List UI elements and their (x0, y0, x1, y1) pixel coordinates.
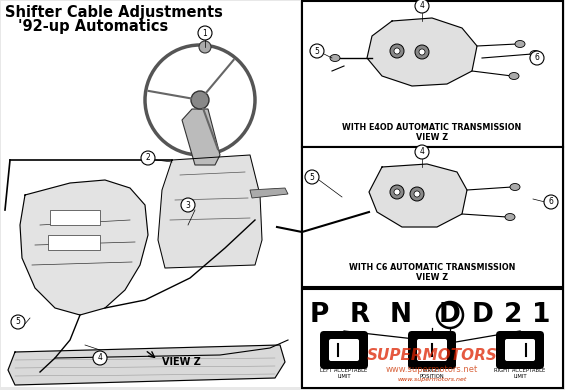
FancyBboxPatch shape (496, 331, 544, 369)
Circle shape (305, 170, 319, 184)
Circle shape (191, 91, 209, 109)
Circle shape (141, 151, 155, 165)
FancyBboxPatch shape (320, 331, 368, 369)
Circle shape (394, 48, 400, 54)
Polygon shape (20, 180, 148, 315)
Text: VIEW Z: VIEW Z (162, 357, 201, 367)
Bar (302, 1, 563, 147)
Text: 5: 5 (310, 172, 315, 181)
Circle shape (390, 185, 404, 199)
Text: 3: 3 (185, 200, 190, 209)
Text: N: N (390, 302, 412, 328)
Text: www.supermotors.net: www.supermotors.net (397, 378, 467, 383)
Bar (302, 147, 563, 287)
Bar (302, 289, 563, 388)
Circle shape (310, 44, 324, 58)
Bar (1, 1, 300, 387)
Text: 2: 2 (146, 154, 150, 163)
Ellipse shape (505, 213, 515, 220)
Circle shape (410, 187, 424, 201)
Text: 6: 6 (549, 197, 554, 206)
Circle shape (414, 191, 420, 197)
Text: '92-up Automatics: '92-up Automatics (18, 19, 168, 34)
Ellipse shape (509, 73, 519, 80)
Text: WITH E4OD AUTOMATIC TRANSMISSION: WITH E4OD AUTOMATIC TRANSMISSION (342, 122, 521, 131)
Circle shape (93, 351, 107, 365)
Circle shape (394, 189, 400, 195)
Circle shape (415, 45, 429, 59)
Text: 1: 1 (532, 302, 550, 328)
Text: TARGET
POSITION: TARGET POSITION (420, 368, 444, 379)
Text: 4: 4 (98, 353, 102, 362)
Text: Shifter Cable Adjustments: Shifter Cable Adjustments (5, 5, 223, 20)
Text: WITH C6 AUTOMATIC TRANSMISSION: WITH C6 AUTOMATIC TRANSMISSION (349, 262, 515, 271)
FancyBboxPatch shape (408, 331, 456, 369)
Text: D: D (472, 302, 494, 328)
Polygon shape (367, 18, 477, 86)
Text: SUPERMOTORS: SUPERMOTORS (367, 347, 497, 362)
Circle shape (198, 26, 212, 40)
FancyBboxPatch shape (417, 339, 447, 361)
Text: VIEW Z: VIEW Z (416, 273, 448, 282)
Text: 2: 2 (504, 302, 523, 328)
Text: VIEW Z: VIEW Z (416, 133, 448, 142)
Text: R: R (350, 302, 370, 328)
Text: 4: 4 (420, 147, 424, 156)
Bar (50, 210, 100, 225)
FancyBboxPatch shape (505, 339, 535, 361)
Text: 1: 1 (203, 28, 207, 37)
Text: www.supermotors.net: www.supermotors.net (386, 365, 478, 374)
Circle shape (530, 51, 544, 65)
Text: P: P (310, 302, 329, 328)
Circle shape (11, 315, 25, 329)
Circle shape (199, 41, 211, 53)
Ellipse shape (510, 184, 520, 190)
Circle shape (390, 44, 404, 58)
Circle shape (181, 198, 195, 212)
Circle shape (415, 0, 429, 13)
Bar (48, 235, 100, 250)
Text: RIGHT ACCEPTABLE
LIMIT: RIGHT ACCEPTABLE LIMIT (494, 368, 546, 379)
Ellipse shape (530, 50, 540, 57)
Ellipse shape (330, 55, 340, 62)
Ellipse shape (515, 41, 525, 48)
Text: 4: 4 (420, 2, 424, 11)
Polygon shape (182, 109, 220, 165)
Circle shape (419, 49, 425, 55)
Polygon shape (369, 164, 467, 227)
Text: D: D (439, 302, 461, 328)
Polygon shape (8, 345, 285, 385)
Text: 6: 6 (534, 53, 540, 62)
FancyBboxPatch shape (329, 339, 359, 361)
Circle shape (544, 195, 558, 209)
Circle shape (415, 145, 429, 159)
Polygon shape (158, 155, 262, 268)
Text: LEFT ACCEPTABLE
LIMIT: LEFT ACCEPTABLE LIMIT (320, 368, 368, 379)
Polygon shape (250, 188, 288, 198)
Text: 5: 5 (315, 46, 319, 55)
Text: 5: 5 (16, 317, 20, 326)
